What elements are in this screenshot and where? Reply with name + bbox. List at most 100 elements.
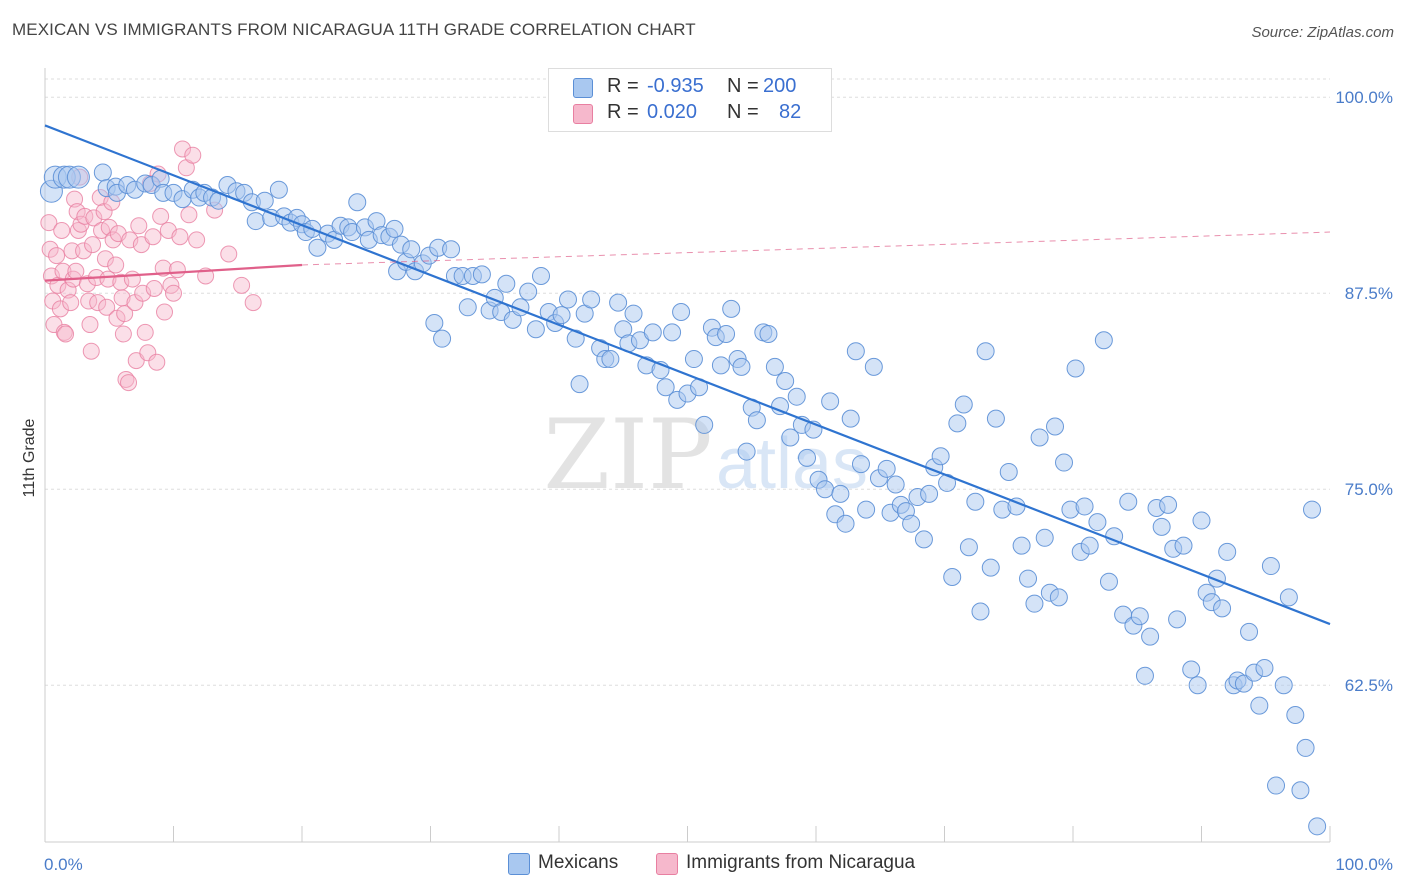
- mexican-point: [976, 342, 995, 361]
- nicaragua-point: [145, 279, 163, 297]
- nicaragua-point: [40, 214, 58, 232]
- mexican-point: [1168, 610, 1187, 629]
- mexican-point: [1218, 542, 1237, 561]
- mexican-point: [624, 304, 643, 323]
- mexican-point: [1234, 674, 1253, 693]
- mexican-point: [1240, 622, 1259, 641]
- mexican-point: [558, 290, 577, 309]
- mexican-point: [1250, 696, 1269, 715]
- mexican-point: [1046, 417, 1065, 436]
- nicaragua-point: [53, 221, 71, 239]
- mexican-point: [348, 193, 367, 212]
- nicaragua-trend-line: [44, 263, 303, 282]
- legend-n-label: N =: [727, 75, 759, 97]
- mexican-point: [986, 409, 1005, 428]
- mexican-point: [1267, 776, 1286, 795]
- mexican-point: [787, 387, 806, 406]
- x-tick-label: 100.0%: [1335, 855, 1393, 874]
- legend-row-mexicans: R = -0.935 N = 200: [549, 75, 831, 101]
- mexican-point: [472, 265, 491, 284]
- nicaragua-point: [188, 231, 206, 249]
- mexican-point: [1159, 495, 1178, 514]
- mexican-point: [526, 320, 545, 339]
- mexican-point: [1088, 513, 1107, 532]
- mexican-point: [1286, 705, 1305, 724]
- nicaragua-point: [76, 207, 94, 225]
- mexican-point: [776, 372, 795, 391]
- mexican-point: [1055, 453, 1074, 472]
- mexican-point: [841, 409, 860, 428]
- mexican-point: [971, 602, 990, 621]
- legend-r-label: R =: [607, 75, 639, 97]
- legend-n-label: N =: [727, 101, 759, 123]
- nicaragua-point: [99, 270, 117, 288]
- nicaragua-points: [40, 140, 262, 392]
- mexican-point: [877, 459, 896, 478]
- nicaragua-point: [51, 300, 69, 318]
- y-tick-label: 75.0%: [1345, 480, 1393, 499]
- mexican-point: [732, 357, 751, 376]
- mexican-point: [1135, 666, 1154, 685]
- y-tick-label: 62.5%: [1345, 676, 1393, 695]
- mexican-point: [943, 568, 962, 587]
- nicaragua-point: [63, 242, 81, 260]
- mexican-point: [1030, 428, 1049, 447]
- mexican-point: [1188, 676, 1207, 695]
- mexican-point: [684, 350, 703, 369]
- nicaragua-point: [82, 342, 100, 360]
- mexican-point: [1192, 511, 1211, 530]
- nicaragua-point: [139, 344, 157, 362]
- nicaragua-point: [184, 146, 202, 164]
- nicaragua-point: [114, 325, 132, 343]
- nicaragua-point: [123, 270, 141, 288]
- nicaragua-point: [180, 206, 198, 224]
- nicaragua-point: [84, 236, 102, 254]
- grid-lines: [45, 78, 1330, 686]
- nicaragua-point: [168, 261, 186, 279]
- mexican-point: [864, 357, 883, 376]
- mexican-point: [798, 448, 817, 467]
- mexican-point: [821, 392, 840, 411]
- mexican-point: [663, 323, 682, 342]
- mexican-point: [570, 375, 589, 394]
- bottom-legend-label: Mexicans: [538, 852, 619, 873]
- mexican-point: [1303, 500, 1322, 519]
- nicaragua-point: [59, 281, 77, 299]
- mexican-point: [836, 514, 855, 533]
- mexican-point: [433, 329, 452, 348]
- mexican-point: [920, 484, 939, 503]
- mexican-point: [914, 530, 933, 549]
- mexicans-trend-line: [44, 124, 1331, 626]
- nicaragua-point: [78, 275, 96, 293]
- nicaragua-point: [89, 294, 107, 312]
- mexican-point: [656, 378, 675, 397]
- nicaragua-point: [152, 207, 170, 225]
- mexican-point: [722, 299, 741, 318]
- legend-r-value: -0.935: [647, 75, 704, 97]
- mexican-point: [1213, 599, 1232, 618]
- nicaragua-point: [148, 353, 166, 371]
- legend-swatch-pink: [573, 104, 593, 124]
- mexican-point: [886, 475, 905, 494]
- trend-lines: [44, 124, 1331, 626]
- nicaragua-point: [136, 323, 154, 341]
- y-tick-label: 87.5%: [1345, 284, 1393, 303]
- nicaragua-point: [171, 228, 189, 246]
- nicaragua-point: [85, 209, 103, 227]
- tick-labels: 62.5% 75.0% 87.5% 100.0% 0.0% 100.0%: [44, 88, 1393, 874]
- mexican-point: [717, 324, 736, 343]
- mexican-point: [857, 500, 876, 519]
- legend-row-nicaragua: R = 0.020 N = 82: [549, 101, 831, 127]
- chart-title: MEXICAN VS IMMIGRANTS FROM NICARAGUA 11T…: [12, 20, 696, 39]
- nicaragua-point: [220, 245, 238, 263]
- watermark-zip: ZIP: [543, 399, 712, 511]
- y-axis-label: 11th Grade: [21, 418, 38, 497]
- mexican-point: [308, 238, 327, 257]
- legend-r-value: 0.020: [647, 101, 698, 123]
- mexican-point: [1080, 536, 1099, 555]
- mexican-point: [954, 395, 973, 414]
- nicaragua-point: [165, 284, 182, 302]
- mexican-point: [582, 290, 601, 309]
- y-tick-label: 100.0%: [1335, 88, 1393, 107]
